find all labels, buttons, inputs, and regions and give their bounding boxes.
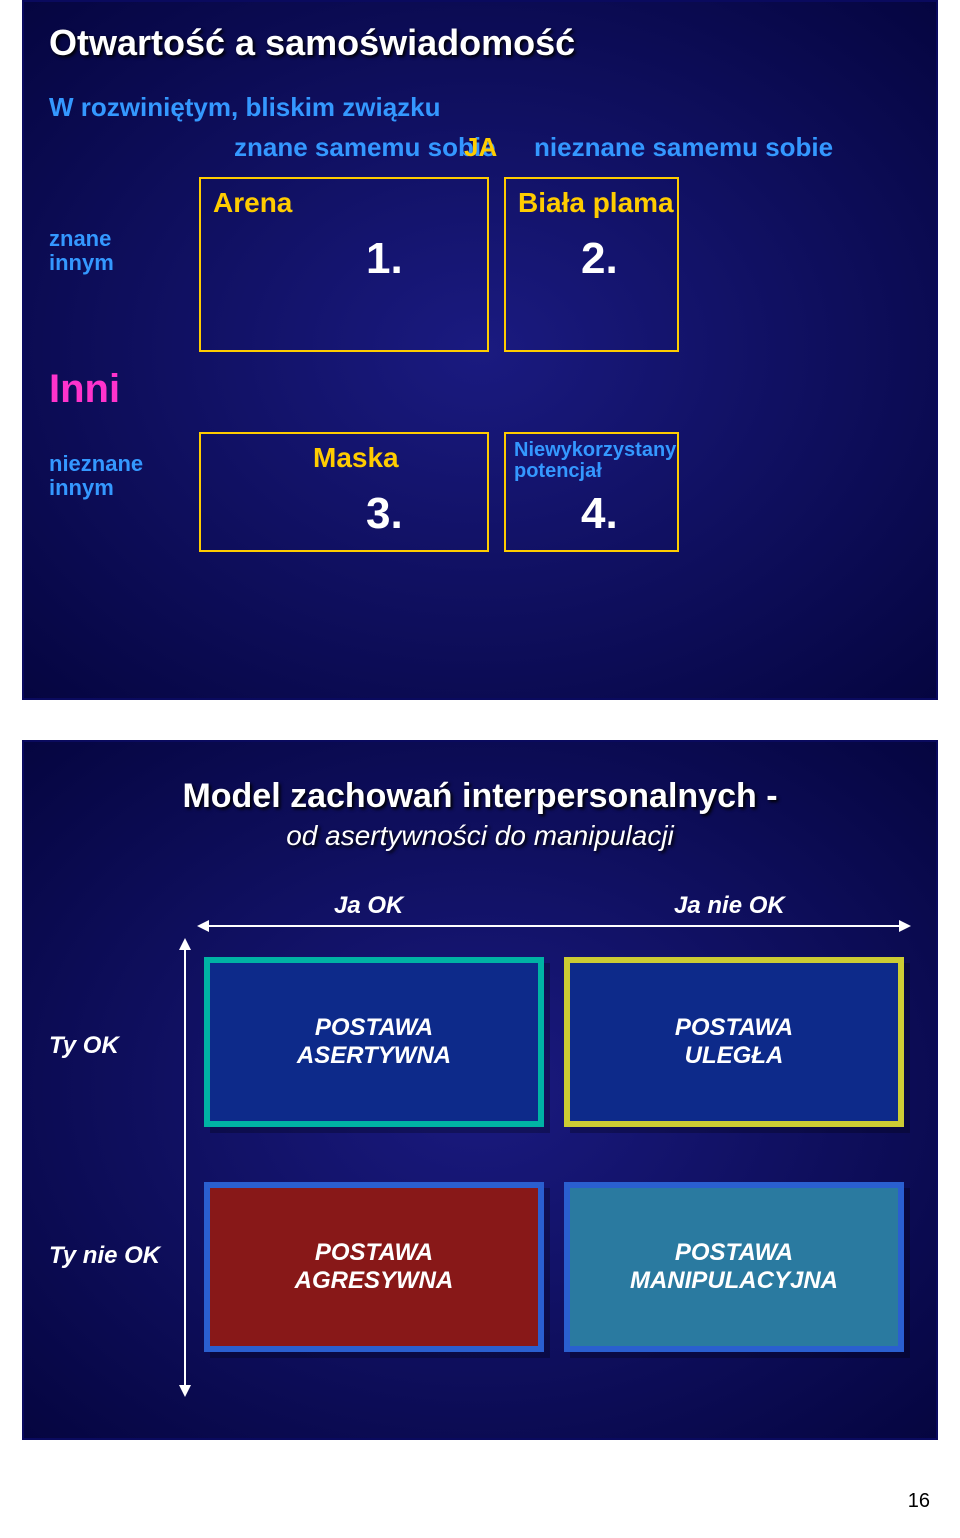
interpersonal-model-slide: Model zachowań interpersonalnych - od as…: [22, 740, 938, 1440]
johari-box-unknown: Niewykorzystany potencjał 4.: [504, 432, 679, 552]
vertical-axis-arrow: [184, 940, 186, 1395]
row-inni: Inni: [49, 367, 120, 412]
axis-ty-nie-ok: Ty nie OK: [49, 1242, 160, 1270]
johari-box-mask: Maska 3.: [199, 432, 489, 552]
axis-ja-ok: Ja OK: [334, 892, 403, 920]
johari-label-arena: Arena: [213, 187, 292, 219]
page-number: 16: [0, 1480, 960, 1538]
horizontal-axis-arrow: [199, 925, 909, 927]
johari-box-arena: Arena 1.: [199, 177, 489, 352]
row-unknown-others: nieznane innym: [49, 452, 179, 500]
johari-num-mask: 3.: [366, 489, 403, 539]
johari-box-blind: Biała plama 2.: [504, 177, 679, 352]
slide2-subtitle: od asertywności do manipulacji: [24, 820, 936, 852]
row-known-others: znane innym: [49, 227, 179, 275]
johari-label-mask: Maska: [313, 442, 399, 474]
col-known-self: znane samemu sobie: [234, 132, 496, 163]
johari-slide: Otwartość a samoświadomość W rozwiniętym…: [22, 0, 938, 700]
col-unknown-self: nieznane samemu sobie: [534, 132, 833, 163]
quadrant-aggressive: POSTAWA AGRESYWNA: [204, 1182, 544, 1352]
axis-ja-nie-ok: Ja nie OK: [674, 892, 785, 920]
quadrant-manipulative: POSTAWA MANIPULACYJNA: [564, 1182, 904, 1352]
johari-label-blind: Biała plama: [518, 187, 674, 219]
johari-num-arena: 1.: [366, 234, 403, 284]
quadrant-assertive: POSTAWA ASERTYWNA: [204, 957, 544, 1127]
slide2-title: Model zachowań interpersonalnych -: [24, 777, 936, 816]
slide1-subtitle: W rozwiniętym, bliskim związku: [49, 92, 441, 123]
johari-label-unknown: Niewykorzystany potencjał: [514, 440, 676, 482]
johari-num-unknown: 4.: [581, 489, 618, 539]
axis-ty-ok: Ty OK: [49, 1032, 119, 1060]
quadrant-submissive: POSTAWA ULEGŁA: [564, 957, 904, 1127]
johari-num-blind: 2.: [581, 234, 618, 284]
col-ja: JA: [464, 132, 497, 163]
slide1-title: Otwartość a samoświadomość: [49, 22, 575, 64]
